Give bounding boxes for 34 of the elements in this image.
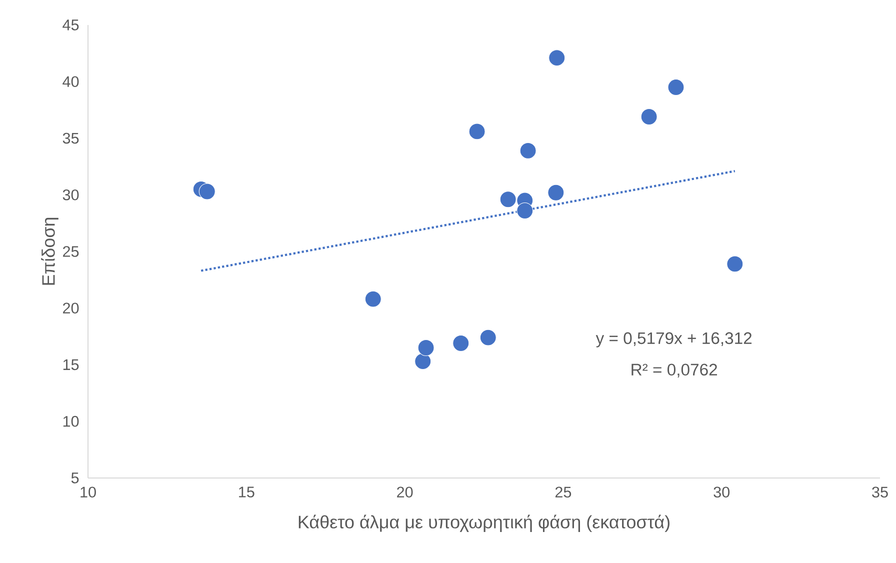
point [640, 108, 658, 125]
point [520, 142, 536, 159]
y-tick-label: 25 [63, 246, 79, 257]
point [548, 50, 566, 66]
x-tick-label: 10 [80, 486, 96, 498]
point [364, 290, 382, 308]
point [468, 123, 486, 140]
point [668, 79, 684, 96]
y-axis-title: Επίδοση [41, 218, 58, 285]
point [414, 353, 432, 370]
x-tick-label: 15 [239, 486, 254, 498]
y-tick-label: 5 [71, 472, 79, 484]
x-tick-label: 30 [714, 486, 730, 498]
y-tick-label: 20 [63, 302, 79, 314]
x-tick-label: 35 [872, 486, 888, 498]
point [480, 329, 496, 346]
annotation: R² = 0,0762 [632, 364, 717, 378]
x-tick-label: 20 [397, 486, 413, 498]
x-axis-title: Κάθετο άλμα με υποχωρητική φάση (εκατοστά) [298, 514, 670, 532]
y-tick-label: 15 [63, 359, 79, 370]
y-tick-label: 45 [62, 20, 79, 30]
point [516, 202, 534, 219]
point [198, 183, 216, 200]
annotation: y = 0,5179x + 16,312 [596, 332, 752, 348]
point [418, 339, 434, 356]
point [500, 191, 516, 208]
y-tick-label: 40 [62, 76, 79, 88]
point [548, 184, 564, 201]
x-tick-label: 25 [555, 486, 572, 498]
y-tick-label: 10 [63, 416, 79, 427]
point [452, 334, 470, 352]
y-tick-label: 35 [62, 132, 79, 144]
y-tick-label: 30 [62, 189, 79, 200]
point [726, 256, 744, 272]
